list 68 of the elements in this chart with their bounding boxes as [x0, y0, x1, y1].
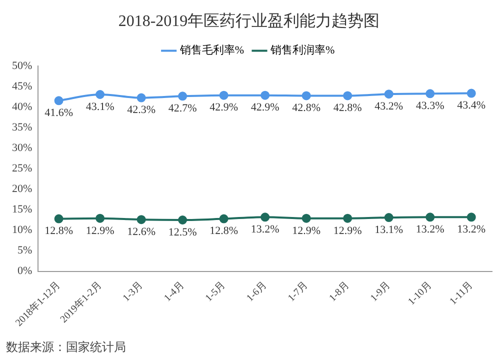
chart-title: 2018-2019年医药行业盈利能力趋势图: [118, 12, 380, 30]
data-label: 41.6%: [44, 107, 74, 120]
legend-label: 销售毛利率%: [178, 44, 244, 57]
point: [96, 90, 105, 99]
data-label: 12.9%: [333, 224, 362, 237]
data-label: 42.8%: [333, 102, 362, 114]
x-tick-label: 1-9月: [368, 280, 393, 304]
point: [219, 90, 228, 100]
point: [260, 212, 270, 222]
data-label: 43.1%: [86, 100, 114, 113]
data-label: 13.2%: [250, 224, 280, 236]
y-tick-label: 50%: [12, 60, 32, 72]
y-tick-label: 10%: [12, 224, 32, 236]
data-label: 13.2%: [416, 224, 444, 236]
data-label: 42.9%: [250, 102, 280, 114]
legend-label: 销售利润率%: [270, 44, 335, 57]
data-label: 43.3%: [416, 100, 444, 112]
x-tick-label: 1-10月: [406, 280, 434, 308]
data-label: 42.7%: [168, 102, 197, 115]
data-label: 43.4%: [457, 100, 486, 112]
x-tick-label: 1-4月: [162, 280, 187, 304]
y-tick-label: 15%: [12, 204, 32, 216]
y-tick-label: 0%: [17, 265, 32, 278]
data-label: 13.1%: [374, 224, 404, 236]
data-label: 12.8%: [44, 225, 74, 238]
point: [343, 214, 352, 223]
point: [466, 212, 476, 222]
x-tick-label: 1-8月: [327, 280, 352, 304]
data-label: 12.9%: [86, 224, 114, 237]
point: [136, 215, 146, 224]
point: [426, 89, 435, 98]
point: [54, 96, 64, 106]
point: [54, 214, 64, 224]
point: [384, 213, 394, 222]
y-tick-label: 45%: [12, 80, 32, 93]
point: [426, 212, 435, 222]
data-label: 42.9%: [210, 102, 238, 114]
x-tick-label: 1-3月: [121, 280, 146, 304]
point: [178, 92, 188, 101]
y-tick-label: 5%: [17, 244, 32, 257]
point: [302, 214, 311, 223]
data-label: 42.3%: [127, 104, 156, 116]
y-tick-label: 30%: [12, 142, 32, 154]
x-tick-label: 1-5月: [204, 280, 228, 304]
x-tick-label: 1-6月: [244, 280, 270, 304]
x-tick-label: 1-7月: [286, 280, 310, 304]
point: [343, 91, 352, 100]
data-label: 12.5%: [168, 226, 197, 238]
data-label: 12.6%: [127, 226, 156, 238]
y-tick-label: 35%: [12, 122, 32, 134]
x-tick-label: 1-11月: [448, 280, 476, 308]
y-tick-label: 25%: [12, 162, 32, 175]
data-label: 12.9%: [292, 224, 321, 237]
data-label: 12.8%: [210, 225, 238, 238]
point: [219, 214, 228, 224]
point: [466, 88, 476, 98]
data-label: 13.2%: [457, 224, 486, 236]
y-tick-label: 20%: [12, 183, 32, 196]
point: [136, 93, 146, 102]
source-note: 数据来源：国家统计局: [6, 340, 126, 354]
data-label: 42.8%: [292, 102, 321, 114]
point: [260, 90, 270, 100]
y-tick-label: 40%: [12, 101, 32, 114]
point: [384, 90, 394, 99]
point: [302, 91, 311, 100]
point: [96, 214, 105, 223]
point: [178, 216, 188, 224]
data-label: 43.2%: [374, 100, 404, 112]
